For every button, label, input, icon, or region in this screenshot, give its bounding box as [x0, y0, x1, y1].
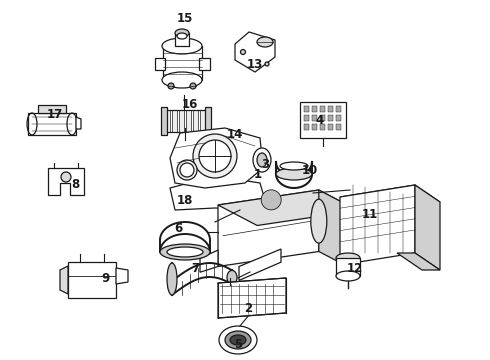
Ellipse shape [162, 38, 202, 54]
Polygon shape [60, 266, 68, 294]
Ellipse shape [219, 326, 257, 354]
Polygon shape [200, 110, 205, 132]
Bar [312, 124, 317, 130]
Circle shape [241, 49, 245, 54]
Polygon shape [193, 110, 198, 132]
Bar [328, 106, 333, 112]
Circle shape [261, 190, 281, 210]
Ellipse shape [225, 331, 251, 349]
Circle shape [265, 62, 269, 66]
Ellipse shape [175, 29, 189, 37]
Ellipse shape [253, 148, 271, 172]
Text: 8: 8 [71, 179, 79, 192]
Polygon shape [218, 190, 319, 266]
Text: 14: 14 [227, 129, 243, 141]
Ellipse shape [311, 199, 327, 243]
Circle shape [190, 83, 196, 89]
Bar [336, 115, 341, 121]
Ellipse shape [162, 72, 202, 88]
Text: 5: 5 [234, 338, 242, 351]
Polygon shape [161, 107, 167, 135]
Polygon shape [170, 128, 263, 188]
Polygon shape [175, 33, 189, 46]
Polygon shape [319, 190, 358, 272]
Bar [312, 106, 317, 112]
Circle shape [168, 83, 174, 89]
Polygon shape [116, 268, 128, 284]
Polygon shape [340, 265, 358, 275]
Text: 12: 12 [347, 261, 363, 274]
Polygon shape [200, 250, 218, 272]
Text: 13: 13 [247, 58, 263, 72]
Text: 10: 10 [302, 163, 318, 176]
Polygon shape [155, 58, 165, 70]
Ellipse shape [230, 335, 246, 345]
Polygon shape [165, 110, 170, 132]
Polygon shape [163, 46, 202, 80]
Text: 9: 9 [101, 271, 109, 284]
Text: 17: 17 [47, 108, 63, 122]
Polygon shape [340, 185, 440, 223]
Polygon shape [48, 168, 84, 195]
Polygon shape [186, 110, 191, 132]
Text: 2: 2 [244, 302, 252, 315]
Polygon shape [340, 185, 415, 265]
Text: 3: 3 [261, 158, 269, 171]
Bar [328, 115, 333, 121]
Circle shape [193, 134, 237, 178]
Bar [336, 106, 341, 112]
Text: 7: 7 [191, 261, 199, 274]
Polygon shape [38, 105, 66, 113]
Bar [304, 115, 309, 121]
Text: 4: 4 [316, 113, 324, 126]
Bar [304, 124, 309, 130]
Ellipse shape [167, 263, 177, 295]
Polygon shape [205, 107, 211, 135]
Ellipse shape [257, 37, 273, 47]
Circle shape [180, 163, 194, 177]
Ellipse shape [167, 247, 203, 257]
Ellipse shape [280, 162, 308, 170]
Ellipse shape [336, 253, 360, 263]
Polygon shape [199, 58, 210, 70]
Polygon shape [218, 190, 358, 225]
Polygon shape [218, 278, 286, 318]
Circle shape [199, 140, 231, 172]
Polygon shape [172, 110, 177, 132]
Bar [68, 262, 116, 298]
Ellipse shape [276, 168, 312, 180]
Ellipse shape [177, 33, 187, 39]
Bar [320, 115, 325, 121]
Polygon shape [336, 258, 360, 276]
Circle shape [177, 160, 197, 180]
Bar [320, 106, 325, 112]
Text: 18: 18 [177, 194, 193, 207]
Text: 11: 11 [362, 208, 378, 221]
Circle shape [61, 172, 71, 182]
Polygon shape [76, 117, 81, 129]
Bar [300, 102, 346, 138]
Bar [320, 124, 325, 130]
Bar [304, 106, 309, 112]
Text: 6: 6 [174, 221, 182, 234]
Polygon shape [179, 110, 184, 132]
Polygon shape [170, 176, 265, 210]
Polygon shape [239, 249, 281, 280]
Bar [312, 115, 317, 121]
Ellipse shape [336, 271, 360, 281]
Polygon shape [397, 253, 440, 270]
Bar [328, 124, 333, 130]
Text: 1: 1 [254, 168, 262, 181]
Text: 15: 15 [177, 12, 193, 24]
Ellipse shape [227, 270, 237, 284]
Polygon shape [235, 32, 275, 72]
Polygon shape [415, 185, 440, 270]
Polygon shape [28, 113, 76, 135]
Text: 16: 16 [182, 99, 198, 112]
Ellipse shape [257, 153, 267, 167]
Ellipse shape [160, 244, 210, 260]
Bar [336, 124, 341, 130]
